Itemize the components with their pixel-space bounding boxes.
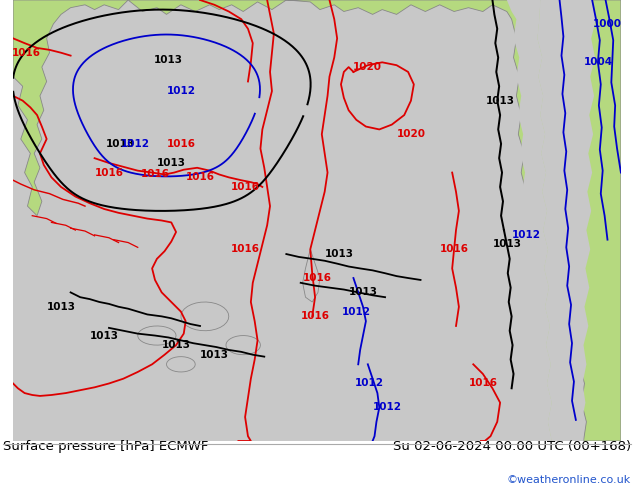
Text: 1016: 1016 xyxy=(231,182,259,192)
Text: 1012: 1012 xyxy=(373,402,401,413)
Text: 1012: 1012 xyxy=(512,230,541,240)
Polygon shape xyxy=(181,302,229,331)
Text: ©weatheronline.co.uk: ©weatheronline.co.uk xyxy=(507,475,631,485)
Text: 1016: 1016 xyxy=(141,170,169,179)
Text: 1004: 1004 xyxy=(583,57,612,67)
Polygon shape xyxy=(167,357,195,372)
Text: 1013: 1013 xyxy=(200,350,229,360)
Text: 1016: 1016 xyxy=(12,48,41,58)
Text: 1016: 1016 xyxy=(302,273,332,283)
Text: 1016: 1016 xyxy=(469,378,497,389)
Polygon shape xyxy=(13,0,128,216)
Polygon shape xyxy=(507,0,552,441)
Text: 1020: 1020 xyxy=(353,62,382,72)
Text: 1013: 1013 xyxy=(106,139,135,149)
Text: 1012: 1012 xyxy=(355,378,384,389)
Text: 1013: 1013 xyxy=(349,288,377,297)
Text: 1013: 1013 xyxy=(154,55,183,65)
Text: Surface pressure [hPa] ECMWF: Surface pressure [hPa] ECMWF xyxy=(3,440,209,453)
Text: 1016: 1016 xyxy=(186,172,214,182)
Text: 1016: 1016 xyxy=(166,139,195,149)
Polygon shape xyxy=(128,0,621,441)
Text: 1013: 1013 xyxy=(162,340,191,350)
Polygon shape xyxy=(538,0,596,441)
Polygon shape xyxy=(564,0,621,441)
Text: 1013: 1013 xyxy=(325,249,354,259)
Text: 1013: 1013 xyxy=(157,158,186,168)
Text: 1020: 1020 xyxy=(396,129,425,139)
Text: 1013: 1013 xyxy=(89,331,119,341)
Polygon shape xyxy=(226,336,261,355)
Text: 1000: 1000 xyxy=(593,19,622,29)
Text: 1012: 1012 xyxy=(342,307,371,317)
Text: 1016: 1016 xyxy=(94,168,124,177)
Text: 1016: 1016 xyxy=(231,244,259,254)
Text: 1012: 1012 xyxy=(121,139,150,149)
Text: 1013: 1013 xyxy=(493,240,521,249)
Text: 1013: 1013 xyxy=(486,96,515,106)
Text: 1013: 1013 xyxy=(46,302,75,312)
Text: Su 02-06-2024 00:00 UTC (00+168): Su 02-06-2024 00:00 UTC (00+168) xyxy=(392,440,631,453)
Polygon shape xyxy=(538,0,621,441)
Text: 1012: 1012 xyxy=(166,86,195,96)
Polygon shape xyxy=(302,249,320,302)
Polygon shape xyxy=(138,326,176,345)
Text: 1016: 1016 xyxy=(301,311,330,321)
Text: 1016: 1016 xyxy=(439,244,469,254)
